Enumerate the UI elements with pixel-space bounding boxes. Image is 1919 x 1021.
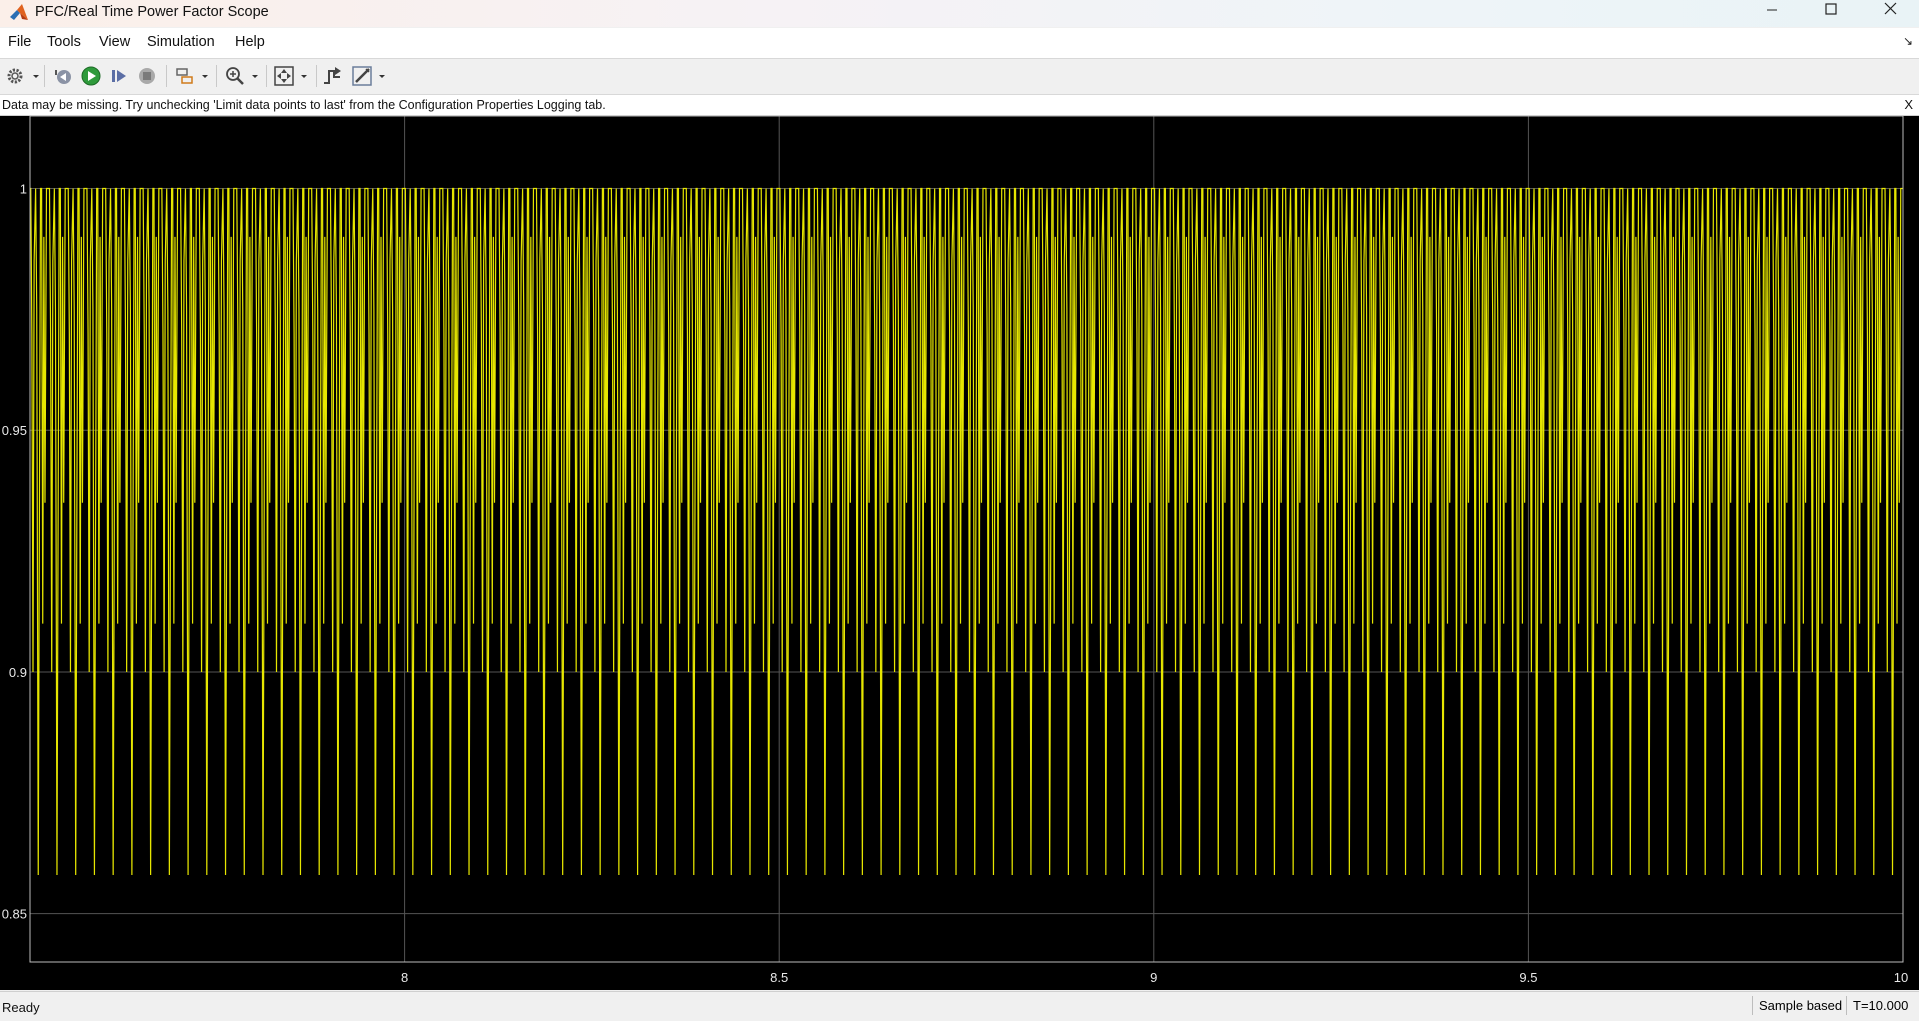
gear-icon [4, 65, 40, 87]
menu-tools[interactable]: Tools [47, 34, 81, 50]
toolbar-separator [44, 65, 45, 87]
autoscale-button[interactable] [273, 65, 309, 87]
stop-icon [136, 65, 158, 87]
zoom-in-icon [224, 65, 260, 87]
highlight-button[interactable] [174, 65, 210, 87]
signal-trace [30, 189, 1903, 875]
matlab-logo-icon [8, 3, 30, 23]
autoscale-icon [273, 65, 309, 87]
y-tick-label: 0.85 [2, 907, 27, 922]
trigger-button[interactable] [322, 65, 344, 87]
step-forward-button[interactable] [108, 65, 130, 87]
toolbar-separator [316, 65, 317, 87]
status-bar: Ready Sample based T=10.000 [0, 991, 1919, 1021]
close-icon [1861, 0, 1919, 27]
minimize-icon [1743, 0, 1801, 27]
stop-button[interactable] [136, 65, 158, 87]
measurements-button[interactable] [351, 65, 387, 87]
toolbar [0, 58, 1919, 95]
settings-button[interactable] [4, 65, 40, 87]
toolbar-separator [266, 65, 267, 87]
infobar-message: Data may be missing. Try unchecking 'Lim… [2, 98, 606, 112]
menu-simulation[interactable]: Simulation [147, 34, 215, 50]
scope-plot[interactable]: 8 8.5 9 9.5 10 0.85 0.9 0.95 1 [0, 116, 1919, 990]
infobar-close-button[interactable]: X [1904, 97, 1913, 112]
x-tick-label: 8 [401, 970, 408, 985]
run-button[interactable] [80, 65, 102, 87]
x-tick-label: 10 [1894, 970, 1908, 985]
menu-view[interactable]: View [99, 34, 130, 50]
toolbar-separator [166, 65, 167, 87]
y-tick-label: 1 [20, 182, 27, 197]
step-back-icon [52, 65, 74, 87]
window-title: PFC/Real Time Power Factor Scope [35, 4, 269, 20]
maximize-icon [1802, 0, 1860, 27]
measurements-icon [351, 65, 387, 87]
undock-arrow-icon[interactable]: ↘ [1903, 34, 1913, 48]
highlight-icon [174, 65, 210, 87]
sample-mode-indicator: Sample based [1752, 996, 1848, 1015]
x-tick-label: 8.5 [770, 970, 788, 985]
menu-file[interactable]: File [8, 34, 31, 50]
x-tick-label: 9.5 [1519, 970, 1537, 985]
toolbar-separator [216, 65, 217, 87]
close-button[interactable] [1861, 0, 1919, 27]
trigger-icon [322, 65, 344, 87]
axes-box [30, 116, 1903, 962]
menu-bar: File Tools View Simulation Help ↘ [0, 28, 1919, 58]
warning-infobar: Data may be missing. Try unchecking 'Lim… [0, 95, 1919, 116]
x-tick-label: 9 [1150, 970, 1157, 985]
zoom-button[interactable] [224, 65, 260, 87]
step-forward-icon [108, 65, 130, 87]
y-tick-label: 0.9 [9, 665, 27, 680]
simulation-time: T=10.000 [1846, 996, 1914, 1015]
maximize-button[interactable] [1802, 0, 1860, 27]
title-bar: PFC/Real Time Power Factor Scope [0, 0, 1919, 27]
run-icon [80, 65, 102, 87]
scope-display[interactable]: 8 8.5 9 9.5 10 0.85 0.9 0.95 1 [0, 116, 1919, 990]
status-text: Ready [2, 1000, 40, 1015]
y-tick-label: 0.95 [2, 423, 27, 438]
minimize-button[interactable] [1743, 0, 1801, 27]
menu-help[interactable]: Help [235, 34, 265, 50]
step-back-button[interactable] [52, 65, 74, 87]
